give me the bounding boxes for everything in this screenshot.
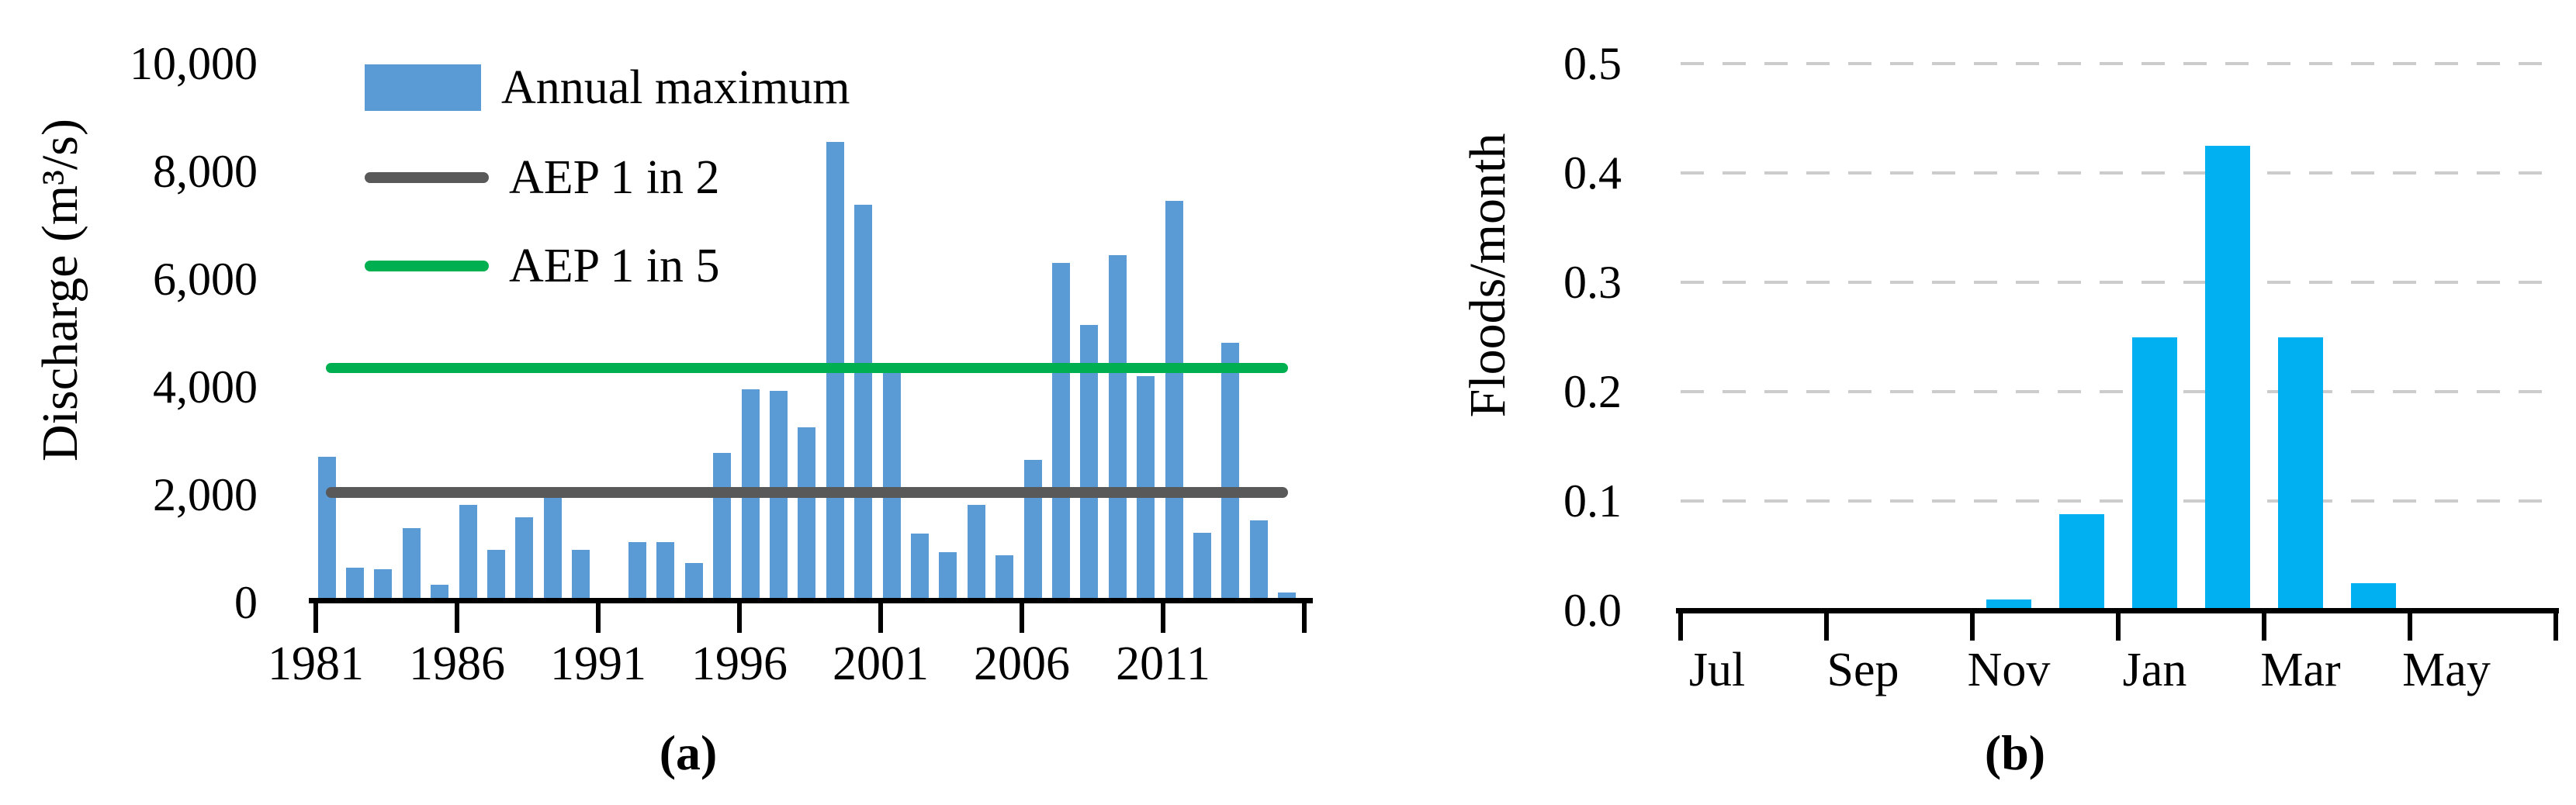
panel-b-xtick-5 [2408, 608, 2412, 641]
bar-year-2013 [1221, 343, 1240, 601]
panel-a-xlabel-2011: 2011 [1116, 637, 1210, 690]
panel-a-xtick-2011 [1161, 598, 1165, 633]
panel-b-xtick-3 [2116, 608, 2121, 641]
bar-year-2008 [1080, 325, 1099, 601]
panel-a-xtick-1986 [455, 598, 459, 633]
panel-a-xtick-1996 [737, 598, 742, 633]
panel-b-ytick-0.2: 0.2 [1563, 366, 1622, 417]
bar-year-1985 [431, 585, 449, 601]
panel-b-ytick-0.3: 0.3 [1563, 257, 1622, 308]
bar-year-2012 [1193, 532, 1211, 601]
panel-b-gridline-0.3 [1681, 281, 2556, 284]
panel-a-ytick-8000: 8,000 [153, 146, 258, 197]
legend-row-annual-maximum: Annual maximum [365, 62, 850, 113]
annual-maximum-swatch-icon [365, 64, 481, 111]
aep-1-in-5-swatch-icon [365, 261, 489, 271]
panel-a-ytick-0: 0 [234, 577, 258, 628]
bar-year-1993 [656, 542, 675, 601]
panel-b-xtick-0 [1678, 608, 1683, 641]
panel-a-xtick-2001 [878, 598, 883, 633]
bar-year-1988 [515, 517, 534, 601]
bar-year-1998 [798, 427, 816, 601]
bar-year-1994 [684, 563, 703, 601]
bar-year-2007 [1051, 263, 1070, 601]
bar-year-1987 [486, 549, 505, 601]
panel-a-xtick-2006 [1020, 598, 1024, 633]
bar-month-dec [2059, 513, 2104, 610]
panel-b-gridline-0.5 [1681, 62, 2556, 65]
panel-b-xlabel-sep: Sep [1826, 644, 1899, 696]
bar-year-2015 [1278, 593, 1297, 601]
bar-year-1992 [628, 542, 646, 601]
bar-year-1989 [543, 497, 562, 601]
bar-year-1995 [713, 452, 732, 601]
panel-b-xlabel-may: May [2402, 644, 2491, 696]
aep-1-in-2-swatch-icon [365, 172, 489, 183]
bar-year-1986 [459, 504, 477, 601]
panel-a-xlabel-1981: 1981 [268, 637, 364, 690]
legend-label-aep-1-in-5: AEP 1 in 5 [509, 240, 720, 292]
bar-year-1982 [345, 567, 364, 601]
bar-year-2001 [882, 365, 901, 601]
bar-month-jan [2132, 337, 2177, 610]
panel-b-xlabel-nov: Nov [1967, 644, 2051, 696]
legend-label-annual-maximum: Annual maximum [501, 61, 850, 114]
panel-b-xlabel-mar: Mar [2260, 644, 2341, 696]
panel-a-xlabel-2001: 2001 [833, 637, 929, 690]
panel-b-caption: (b) [1984, 725, 2046, 780]
panel-b-xtick-1 [1824, 608, 1829, 641]
panel-b-xtick-6 [2553, 608, 2558, 641]
bar-year-1984 [402, 528, 421, 601]
panel-a-ytick-6000: 6,000 [153, 254, 258, 305]
panel-a-ytick-2000: 2,000 [153, 469, 258, 520]
panel-b-ytick-0.4: 0.4 [1563, 147, 1622, 199]
panel-a-xlabel-1991: 1991 [550, 637, 646, 690]
panel-a-xtick-1991 [596, 598, 601, 633]
panel-b-gridline-0.2 [1681, 390, 2556, 393]
bar-month-mar [2278, 337, 2323, 610]
bar-month-nov [1986, 599, 2031, 610]
panel-a-xtick-2016 [1302, 598, 1307, 633]
panel-a-x-axis [309, 598, 1313, 603]
panel-b-floods-per-month-chart: Floods/month 0.0 0.1 0.2 0.3 0.4 0.5 Jul Sep No… [1358, 0, 2576, 805]
panel-a-annual-maximum-chart: Discharge (m³/s) 0 2,000 4,000 6,000 8,000 10… [32, 38, 1313, 780]
panel-a-ytick-4000: 4,000 [153, 361, 258, 413]
panel-b-xlabel-jul: Jul [1688, 644, 1746, 696]
bar-year-2009 [1108, 254, 1127, 601]
panel-b-xtick-2 [1970, 608, 1975, 641]
panel-b-xlabel-jan: Jan [2122, 644, 2187, 696]
panel-b-ytick-0.5: 0.5 [1563, 38, 1622, 89]
bar-year-2011 [1165, 201, 1183, 601]
bar-year-2004 [967, 504, 985, 601]
legend-row-aep-1-in-2: AEP 1 in 2 [365, 152, 720, 203]
panel-b-xtick-4 [2262, 608, 2266, 641]
panel-a-xtick-1981 [313, 598, 318, 633]
bar-month-apr [2351, 582, 2396, 610]
panel-b-gridline-0.1 [1681, 499, 2556, 503]
threshold-line-aep-1-in-5 [326, 363, 1288, 374]
panel-a-xlabel-1986: 1986 [409, 637, 505, 690]
bar-year-2000 [854, 205, 873, 601]
panel-a-xlabel-2006: 2006 [974, 637, 1070, 690]
panel-a-xlabel-1996: 1996 [691, 637, 788, 690]
bar-year-1990 [572, 549, 590, 601]
bar-year-1981 [317, 457, 336, 601]
bar-month-feb [2205, 145, 2250, 610]
panel-b-ytick-0.0: 0.0 [1563, 585, 1622, 636]
panel-b-ytick-0.1: 0.1 [1563, 475, 1622, 527]
bar-year-2005 [995, 555, 1014, 601]
threshold-line-aep-1-in-2 [326, 486, 1288, 498]
bar-year-1983 [374, 568, 393, 601]
legend-row-aep-1-in-5: AEP 1 in 5 [365, 240, 720, 292]
bar-year-2003 [939, 551, 957, 601]
panel-b-gridline-0.4 [1681, 171, 2556, 174]
bar-year-2006 [1023, 459, 1042, 601]
panel-a-ytick-10000: 10,000 [130, 38, 258, 89]
bar-year-2002 [910, 534, 929, 601]
bar-year-2014 [1249, 520, 1268, 601]
legend-label-aep-1-in-2: AEP 1 in 2 [509, 151, 720, 204]
panel-a-caption: (a) [659, 725, 718, 780]
